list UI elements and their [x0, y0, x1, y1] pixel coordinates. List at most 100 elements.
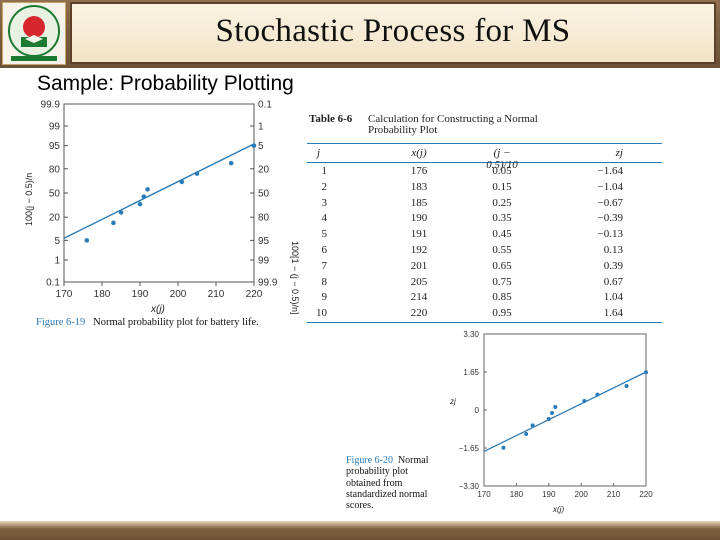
- table-cell: 5: [321, 228, 328, 241]
- fig620-caption-line: scores.: [346, 500, 374, 512]
- table-cell: 185: [410, 196, 428, 209]
- table-row: 9 214 0.85 1.04: [307, 291, 662, 307]
- table-row: 10 220 0.95 1.64: [307, 307, 662, 323]
- table-6-6: Table 6-6 Calculation for Constructing a…: [307, 112, 662, 323]
- fig619-data-point: [118, 210, 124, 215]
- table-row: 4 190 0.35 −0.39: [307, 212, 662, 228]
- table-cell: −1.64: [597, 165, 623, 177]
- fig620-x-tick-label: 200: [575, 490, 589, 499]
- table-cell: −0.67: [597, 196, 623, 209]
- fig620-y-tick-label: 3.30: [463, 330, 479, 339]
- fig619-right-tick-label: 0.1: [258, 100, 272, 111]
- fig619-data-point: [141, 194, 147, 199]
- table-cell: 0.39: [603, 259, 623, 272]
- fig619-frame: [63, 103, 255, 283]
- table-cell: 3: [321, 196, 328, 209]
- table-row: 6 192 0.55 0.13: [307, 244, 662, 260]
- fig619-left-tick-label: 95: [49, 141, 61, 152]
- fig620-y-tick-label: 1.65: [463, 368, 479, 377]
- slide-subtitle: Sample: Probability Plotting: [37, 72, 294, 95]
- table-column-header: j: [317, 147, 321, 159]
- fig620-data-point: [644, 370, 648, 375]
- fig620-data-point: [530, 423, 535, 428]
- table-column-header: x(j): [411, 147, 427, 159]
- table-cell: 2: [321, 180, 328, 193]
- table-cell: 191: [410, 228, 428, 241]
- fig620-caption-label: Figure 6-20: [346, 455, 393, 466]
- figure-6-20-plot: 170 180 190 200 210 220 3.30 1.65 0 −1.65 −3.30 z…: [449, 330, 653, 514]
- table-cell: 176: [410, 165, 428, 177]
- university-emblem-icon: [2, 2, 66, 65]
- fig619-x-tick-label: 220: [246, 289, 263, 300]
- table-cell: 0.85: [492, 291, 512, 304]
- fig619-left-tick-label: 99.9: [41, 100, 61, 111]
- table-cell: 205: [410, 275, 428, 288]
- fig620-x-tick-label: 210: [607, 490, 621, 499]
- fig620-x-tick-label: 190: [542, 490, 556, 499]
- fig620-x-axis-label: x(j): [552, 505, 564, 514]
- table-cell: 190: [410, 212, 428, 225]
- table-cell: 214: [410, 291, 428, 304]
- fig619-data-point: [228, 160, 234, 166]
- fig620-caption-line: Normal: [397, 455, 429, 466]
- fig619-data-point: [251, 143, 257, 148]
- fig620-y-tick-label: −1.65: [459, 444, 480, 453]
- table-row: 8 205 0.75 0.67: [307, 276, 662, 292]
- fig619-left-tick-label: 99: [49, 122, 61, 133]
- table-cell: 6: [321, 244, 328, 256]
- fig620-data-point: [595, 392, 600, 397]
- fig619-data-point: [179, 179, 185, 185]
- table-cell: 4: [321, 212, 328, 225]
- table-column-header: (j − 0.5)/10: [486, 147, 518, 171]
- fig619-data-point: [84, 238, 90, 243]
- fig619-data-point: [145, 187, 150, 192]
- fig620-caption-line: probability plot: [346, 466, 408, 478]
- table-cell: 7: [321, 259, 328, 272]
- fig619-data-point: [111, 220, 116, 226]
- table-cell: −0.13: [597, 228, 623, 241]
- fig619-left-tick-label: 1: [54, 255, 60, 266]
- fig619-caption: Figure 6-19 Normal probability plot for …: [36, 317, 259, 328]
- fig619-x-tick-label: 170: [56, 289, 73, 300]
- fig620-data-point: [546, 416, 551, 421]
- fig619-caption-text: Normal probability plot for battery life…: [93, 317, 259, 328]
- table-cell: 9: [321, 291, 328, 304]
- fig620-data-point: [553, 405, 558, 410]
- table-cell: 0.45: [492, 228, 512, 241]
- fig619-x-axis-label: x(j): [150, 304, 165, 315]
- table-cell: 1.64: [603, 307, 623, 320]
- table-cell: 0.05: [492, 165, 512, 177]
- table-cell: −0.39: [597, 212, 623, 225]
- table-cell: 0.75: [492, 275, 512, 288]
- fig620-data-point: [582, 399, 587, 404]
- fig620-caption: Figure 6-20 Normal probability plot obta…: [346, 455, 429, 511]
- fig619-right-tick-label: 5: [258, 141, 264, 152]
- fig619-right-tick-label: 80: [258, 213, 270, 224]
- fig619-caption-label: Figure 6-19: [36, 317, 86, 328]
- fig620-x-tick-label: 180: [510, 490, 524, 499]
- table-cell: −1.04: [597, 180, 623, 193]
- table-cell: 220: [410, 307, 428, 320]
- fig620-caption-line: standardized normal: [346, 488, 428, 500]
- fig619-x-tick-label: 200: [170, 289, 187, 300]
- fig620-caption-line: obtained from: [346, 477, 403, 489]
- title-panel: [70, 2, 716, 64]
- fig619-right-tick-label: 50: [258, 189, 270, 200]
- fig620-y-tick-label: −3.30: [459, 482, 480, 491]
- fig619-x-tick-label: 210: [208, 289, 225, 300]
- table-cell: 0.35: [492, 212, 512, 225]
- slide-title: Stochastic Process for MS: [215, 13, 571, 49]
- fig619-y-left-label: 100(j − 0.5)/n: [24, 173, 34, 226]
- fig619-right-tick-label: 99: [258, 255, 270, 266]
- fig619-right-tick-label: 1: [258, 122, 264, 133]
- fig619-left-tick-label: 20: [49, 213, 61, 224]
- fig620-data-point: [550, 410, 555, 415]
- table-label: Table 6-6: [309, 113, 353, 125]
- fig620-y-axis-label: zj: [449, 397, 456, 406]
- table-cell: 0.65: [492, 259, 512, 272]
- table-row: 3 185 0.25 −0.67: [307, 197, 662, 213]
- fig620-y-tick-label: 0: [475, 406, 480, 415]
- table-cell: 0.25: [492, 196, 512, 209]
- slide-footer: [0, 521, 720, 540]
